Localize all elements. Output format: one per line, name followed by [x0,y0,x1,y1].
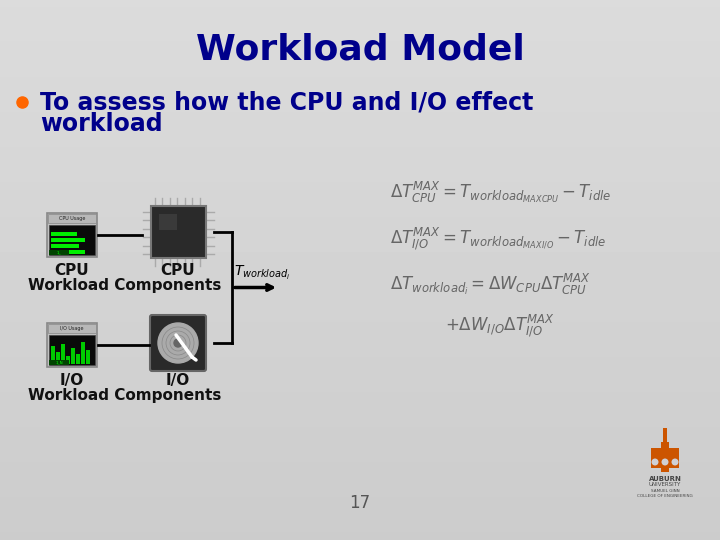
Text: Workload Components: Workload Components [28,388,222,403]
Bar [61,344,65,364]
Circle shape [158,323,198,363]
Text: Workload Components: Workload Components [28,278,222,293]
Circle shape [652,458,659,465]
Bar [47,323,97,367]
Bar [49,225,95,255]
Text: UNIVERSITY: UNIVERSITY [649,482,681,487]
Bar [663,428,667,442]
Text: workload: workload [40,112,163,136]
Text: CPU: CPU [55,263,89,278]
Text: 1_N: 1_N [55,361,63,365]
Text: I/O: I/O [166,373,190,388]
Bar [51,346,55,364]
Text: CPU: CPU [161,263,195,278]
Text: 17: 17 [349,494,371,512]
Bar [76,354,80,364]
Circle shape [672,458,678,465]
Bar [158,214,176,230]
Bar [47,213,97,257]
Bar [71,348,75,364]
Bar [48,324,96,333]
Bar [669,448,679,468]
Text: To assess how the CPU and I/O effect: To assess how the CPU and I/O effect [40,90,534,114]
Bar [66,356,70,364]
Bar [51,232,77,236]
Bar [150,206,205,258]
Text: $\Delta T_{workload_i} = \Delta W_{CPU}\Delta T^{MAX}_{CPU}$: $\Delta T_{workload_i} = \Delta W_{CPU}\… [390,272,591,297]
Text: Workload Model: Workload Model [196,32,524,66]
FancyBboxPatch shape [150,315,206,371]
Text: $\Delta T^{MAX}_{CPU} = T_{workload_{MAXCPU}} - T_{idle}$: $\Delta T^{MAX}_{CPU} = T_{workload_{MAX… [390,180,611,205]
Bar [81,342,85,364]
Bar [56,352,60,364]
Bar [651,448,661,468]
Text: I/O: I/O [60,373,84,388]
Bar [49,335,95,365]
Circle shape [174,339,182,347]
Text: 1_: 1_ [57,251,61,254]
Bar [48,214,96,223]
Text: $\Delta T^{MAX}_{I/O} = T_{workload_{MAXI/O}} - T_{idle}$: $\Delta T^{MAX}_{I/O} = T_{workload_{MAX… [390,225,606,252]
Bar [49,360,69,365]
Text: CPU Usage: CPU Usage [59,216,85,221]
Bar [661,442,669,472]
Circle shape [662,458,668,465]
Bar [51,249,85,254]
Bar [49,250,69,255]
Text: I/O Usage: I/O Usage [60,326,84,331]
Bar [51,244,79,248]
Text: $T_{workload_i}$: $T_{workload_i}$ [234,265,291,282]
Bar [86,350,90,364]
Bar [51,238,85,242]
Text: $+ \Delta W_{I/O}\Delta T^{MAX}_{I/O}$: $+ \Delta W_{I/O}\Delta T^{MAX}_{I/O}$ [445,312,554,339]
Text: SAMUEL GINN
COLLEGE OF ENGINEERING: SAMUEL GINN COLLEGE OF ENGINEERING [637,489,693,497]
Text: AUBURN: AUBURN [649,476,681,482]
